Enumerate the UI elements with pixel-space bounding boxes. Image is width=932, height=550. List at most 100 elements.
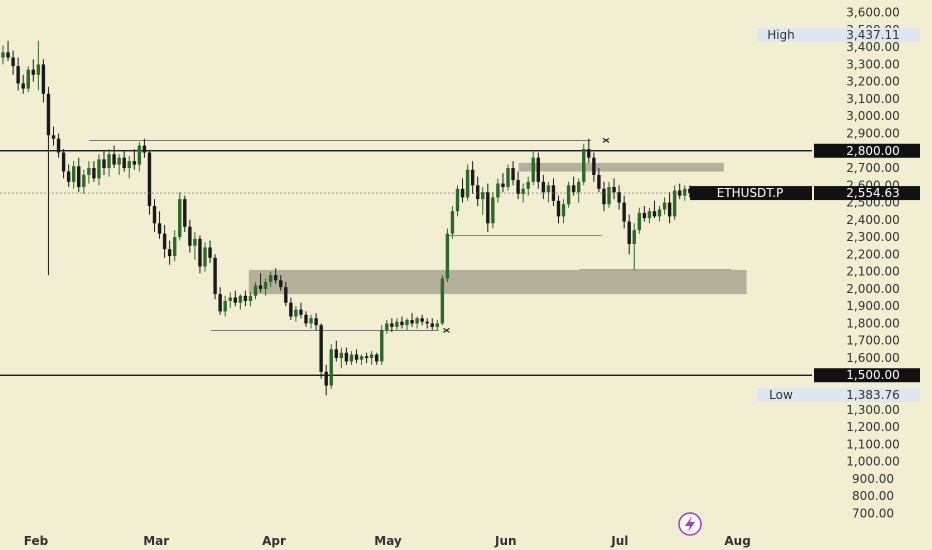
candle <box>228 292 232 308</box>
time-tick-label: Mar <box>143 534 169 548</box>
candle <box>455 185 460 217</box>
candle <box>612 178 616 200</box>
candle-body <box>178 199 182 238</box>
candle-body <box>228 297 232 301</box>
candle <box>97 154 101 186</box>
line-end-cross-icon[interactable] <box>602 137 610 143</box>
candle-body <box>188 226 192 246</box>
price-tick-label: 3,600.00 <box>846 6 899 20</box>
candle <box>678 183 682 200</box>
candle <box>582 143 586 186</box>
candle-body <box>309 318 313 324</box>
candle-body <box>652 211 657 217</box>
candle-body <box>132 161 136 165</box>
candle <box>531 150 535 186</box>
candle <box>334 340 338 362</box>
candle <box>183 195 187 232</box>
candle-body <box>526 181 530 189</box>
candle <box>314 313 318 331</box>
candle <box>102 150 106 175</box>
candle <box>339 347 344 369</box>
candle-body <box>531 157 535 182</box>
candle-body <box>577 181 581 193</box>
candle <box>294 306 298 322</box>
candle <box>587 138 591 163</box>
price-tick-label: 1,900.00 <box>846 299 899 313</box>
price-tick-label: 3,200.00 <box>846 75 899 89</box>
candle-body <box>425 321 429 324</box>
candle-body <box>61 152 66 172</box>
price-axis[interactable]: 3,600.003,500.003,400.003,300.003,200.00… <box>846 6 899 521</box>
candle <box>607 181 611 208</box>
lightning-icon[interactable] <box>685 516 695 532</box>
candle-body <box>299 309 303 315</box>
candle-body <box>380 330 384 362</box>
candle <box>46 86 51 276</box>
symbol-tag-bg <box>690 186 812 201</box>
candle-body <box>364 356 369 358</box>
high-label-value: 3,437.11 <box>846 28 899 42</box>
price-tick-label: 2,400.00 <box>846 213 899 227</box>
supply-demand-zone <box>518 162 724 172</box>
candle <box>460 178 465 203</box>
candle-body <box>157 223 162 234</box>
candle-body <box>258 285 263 289</box>
candle <box>72 161 76 189</box>
candle-body <box>445 233 450 279</box>
candle-body <box>405 319 409 326</box>
price-tick-label: 800.00 <box>852 489 894 503</box>
candle-body <box>137 145 142 165</box>
candle-body <box>617 192 621 203</box>
candle <box>198 235 202 274</box>
price-tick-label: 1,100.00 <box>846 437 899 451</box>
candle <box>511 161 515 186</box>
candle <box>66 164 71 188</box>
candle <box>354 349 359 364</box>
candle <box>410 313 414 327</box>
last-price-label: 2,554.63 <box>846 186 899 200</box>
line-end-cross-icon[interactable] <box>443 327 450 333</box>
candle-body <box>491 197 495 224</box>
price-tick-label: 700.00 <box>852 506 894 520</box>
candle <box>142 138 147 158</box>
low-label-bg <box>757 388 920 402</box>
candle <box>279 275 283 291</box>
candle-body <box>16 66 20 84</box>
candle-body <box>587 149 591 158</box>
price-tick-label: 1,800.00 <box>846 316 899 330</box>
price-tick-label: 1,300.00 <box>846 403 899 417</box>
candle <box>41 59 46 103</box>
price-tick-label: 2,700.00 <box>846 161 899 175</box>
candle <box>289 297 293 320</box>
candle <box>284 281 288 307</box>
price-tick-label: 2,900.00 <box>846 127 899 141</box>
candle-body <box>415 318 419 324</box>
plugin-icon[interactable] <box>678 512 702 536</box>
candle-body <box>253 285 258 296</box>
price-tick-label: 3,000.00 <box>846 109 899 123</box>
candle-body <box>21 83 25 89</box>
candle <box>450 206 455 239</box>
candles-layer <box>1 40 692 396</box>
candle <box>173 230 177 262</box>
candle <box>506 164 510 191</box>
price-tick-label: 1,700.00 <box>846 334 899 348</box>
time-tick-label: Feb <box>24 534 49 548</box>
candle-body <box>122 157 126 169</box>
candle-body <box>582 149 586 182</box>
candle-body <box>435 323 439 327</box>
price-tick-label: 1,000.00 <box>846 455 899 469</box>
candle <box>152 199 157 232</box>
candle <box>203 242 207 272</box>
candle <box>188 219 192 253</box>
candle-body <box>612 187 616 193</box>
candle-body <box>107 154 111 169</box>
candle-body <box>6 52 10 58</box>
candle-body <box>410 319 414 324</box>
candle <box>652 200 657 219</box>
candle <box>16 57 20 91</box>
candle <box>642 206 647 222</box>
time-axis[interactable]: Feb Mar Apr May Jun Jul Aug <box>24 534 751 548</box>
candle <box>405 318 409 331</box>
